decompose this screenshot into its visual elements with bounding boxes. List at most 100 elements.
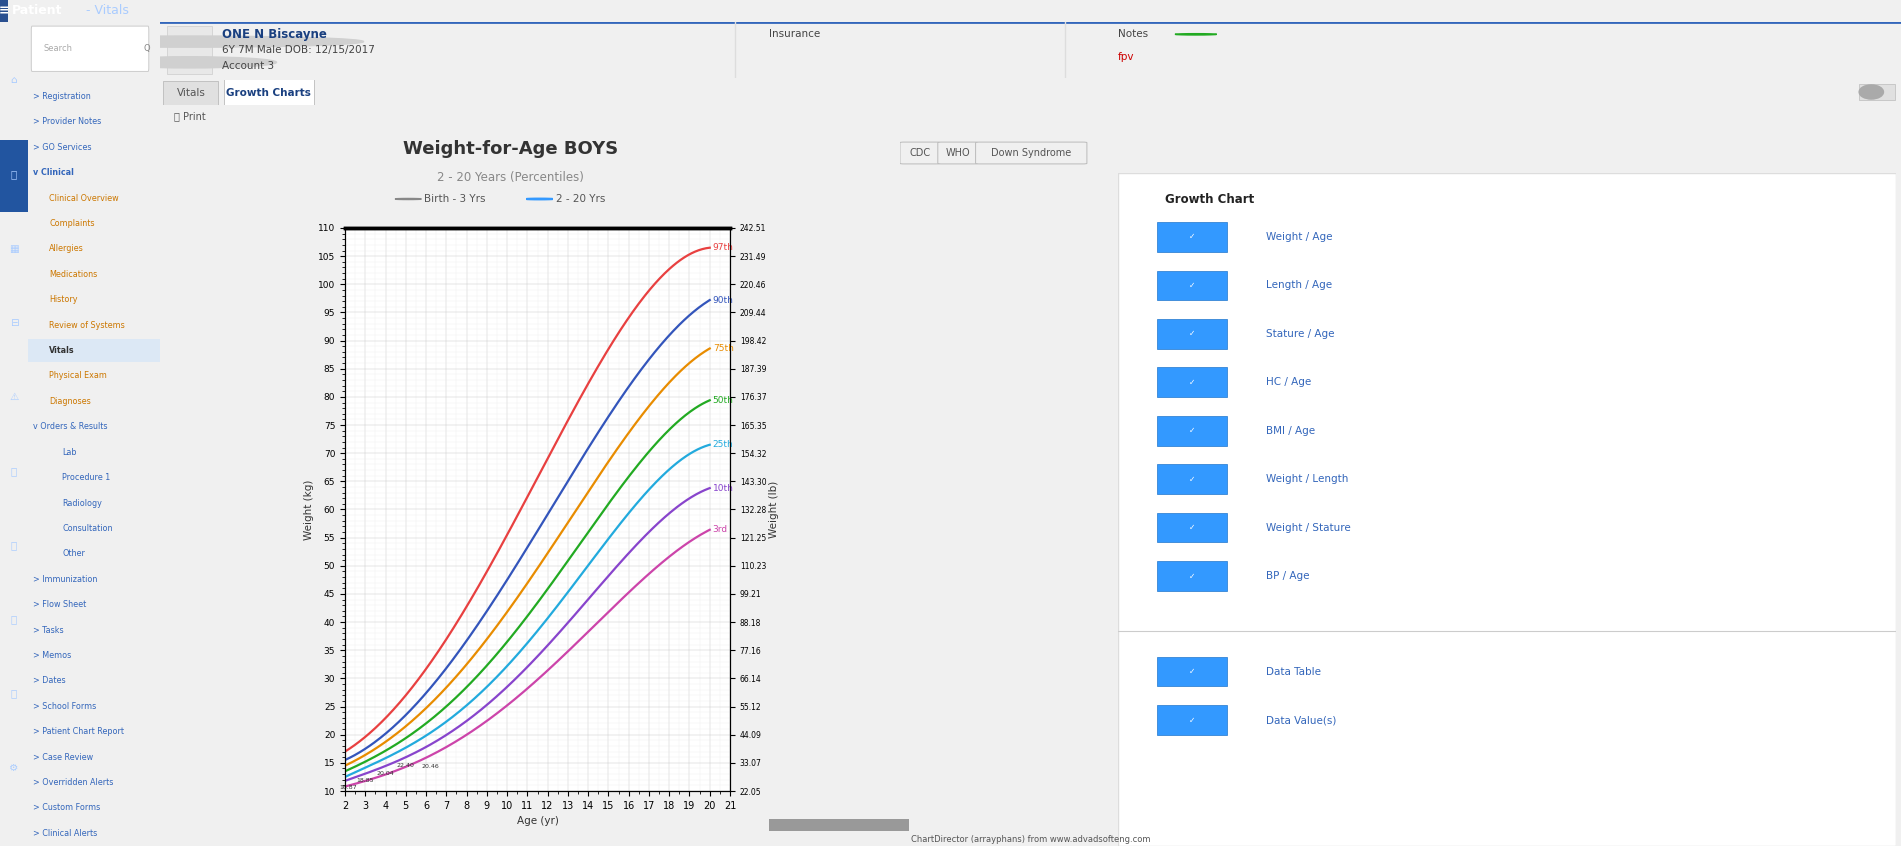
Bar [1158, 416, 1226, 446]
Text: Weight / Age: Weight / Age [1266, 232, 1333, 242]
Text: Allergies: Allergies [49, 244, 84, 254]
Text: Patient: Patient [11, 4, 63, 18]
Text: 20.04: 20.04 [376, 772, 394, 777]
Text: Stature / Age: Stature / Age [1266, 329, 1335, 339]
Text: ✓: ✓ [1188, 329, 1196, 338]
Text: Growth Charts: Growth Charts [226, 87, 312, 97]
Circle shape [1175, 34, 1217, 35]
Text: 10th: 10th [713, 484, 734, 492]
Text: Search: Search [44, 44, 72, 52]
Text: Complaints: Complaints [49, 219, 95, 228]
Bar [29, 339, 160, 362]
Text: HC / Age: HC / Age [1266, 377, 1312, 387]
Bar [1158, 656, 1226, 686]
Text: Medications: Medications [49, 270, 97, 279]
FancyBboxPatch shape [899, 142, 939, 164]
Text: ✓: ✓ [1188, 667, 1196, 676]
Bar [224, 79, 314, 105]
Text: 🖨 Print: 🖨 Print [173, 111, 205, 121]
Text: Radiology: Radiology [63, 498, 103, 508]
Text: 75th: 75th [713, 344, 734, 353]
Text: > GO Services: > GO Services [34, 143, 91, 151]
Bar [1158, 222, 1226, 252]
Text: ✓: ✓ [1188, 233, 1196, 241]
Text: Birth - 3 Yrs: Birth - 3 Yrs [424, 194, 487, 204]
Bar [1859, 85, 1895, 100]
FancyBboxPatch shape [975, 142, 1087, 164]
Text: History: History [49, 295, 78, 305]
Text: ONE N Biscayne: ONE N Biscayne [222, 28, 327, 41]
Text: ✓: ✓ [1188, 426, 1196, 435]
Text: Weight / Stature: Weight / Stature [1266, 523, 1350, 533]
Text: ⌂: ⌂ [11, 74, 17, 85]
Text: Diagnoses: Diagnoses [49, 397, 91, 406]
Text: > Tasks: > Tasks [34, 625, 65, 634]
Text: > Dates: > Dates [34, 676, 67, 685]
Text: Review of Systems: Review of Systems [49, 321, 125, 330]
Text: ✓: ✓ [1188, 475, 1196, 484]
Text: Vitals: Vitals [49, 346, 74, 355]
Text: Length / Age: Length / Age [1266, 280, 1333, 290]
Text: ✓: ✓ [1188, 572, 1196, 580]
Text: ✓: ✓ [1188, 716, 1196, 725]
Text: Notes: Notes [1118, 30, 1148, 39]
Text: BMI / Age: BMI / Age [1266, 426, 1315, 436]
Text: 50th: 50th [713, 396, 734, 404]
Text: Data Table: Data Table [1266, 667, 1321, 677]
Text: v Orders & Results: v Orders & Results [34, 422, 108, 431]
Text: ▦: ▦ [10, 244, 19, 254]
Bar [1158, 367, 1226, 397]
Text: > Patient Chart Report: > Patient Chart Report [34, 728, 124, 736]
Text: ≡: ≡ [0, 4, 10, 18]
Bar [163, 81, 219, 105]
Text: Data Value(s): Data Value(s) [1266, 715, 1336, 725]
Bar [1158, 464, 1226, 494]
Text: ChartDirector (arrayphans) from www.advadsofteng.com: ChartDirector (arrayphans) from www.adva… [911, 834, 1150, 843]
Text: WHO: WHO [945, 148, 970, 158]
Text: ✓: ✓ [1188, 281, 1196, 290]
Text: ✓: ✓ [1188, 523, 1196, 532]
Text: 2 - 20 Yrs: 2 - 20 Yrs [555, 194, 605, 204]
Text: > Clinical Alerts: > Clinical Alerts [34, 829, 97, 838]
Text: ⊟: ⊟ [10, 318, 19, 327]
Ellipse shape [103, 57, 276, 68]
Text: CDC: CDC [909, 148, 930, 158]
Text: ⚙: ⚙ [10, 763, 19, 772]
Text: Physical Exam: Physical Exam [49, 371, 106, 381]
Text: 20.46: 20.46 [422, 765, 439, 770]
Text: Vitals: Vitals [177, 87, 205, 97]
Text: Lab: Lab [63, 448, 76, 457]
Text: 👤: 👤 [11, 169, 17, 179]
Text: 18.85: 18.85 [357, 778, 374, 783]
Bar [1158, 271, 1226, 300]
Bar [0, 140, 29, 212]
Text: ✓: ✓ [1188, 378, 1196, 387]
Bar [1158, 513, 1226, 542]
Text: Clinical Overview: Clinical Overview [49, 194, 118, 203]
Text: 6Y 7M Male DOB: 12/15/2017: 6Y 7M Male DOB: 12/15/2017 [222, 45, 374, 55]
Text: > Custom Forms: > Custom Forms [34, 804, 101, 812]
Text: > Flow Sheet: > Flow Sheet [34, 600, 87, 609]
Text: > Overridden Alerts: > Overridden Alerts [34, 778, 114, 787]
Text: Weight-for-Age BOYS: Weight-for-Age BOYS [403, 140, 618, 157]
Text: Procedure 1: Procedure 1 [63, 473, 110, 482]
Text: > School Forms: > School Forms [34, 702, 97, 711]
Text: > Immunization: > Immunization [34, 574, 97, 584]
Text: Q: Q [143, 44, 150, 52]
Text: 90th: 90th [713, 295, 734, 305]
Text: v Clinical: v Clinical [34, 168, 74, 177]
Text: Weight / Length: Weight / Length [1266, 475, 1348, 484]
Text: fpv: fpv [1118, 52, 1135, 62]
Text: Other: Other [63, 549, 86, 558]
Y-axis label: Weight (kg): Weight (kg) [304, 480, 314, 540]
Text: Growth Chart: Growth Chart [1165, 193, 1255, 206]
Bar [770, 820, 909, 831]
Text: Account 3: Account 3 [222, 61, 274, 71]
Text: 🏠: 🏠 [11, 689, 17, 699]
Text: > Case Review: > Case Review [34, 753, 93, 761]
Text: > Provider Notes: > Provider Notes [34, 118, 101, 126]
Text: 3rd: 3rd [713, 525, 728, 535]
Text: > Memos: > Memos [34, 651, 72, 660]
Text: 97th: 97th [713, 243, 734, 252]
Text: Insurance: Insurance [770, 30, 821, 39]
